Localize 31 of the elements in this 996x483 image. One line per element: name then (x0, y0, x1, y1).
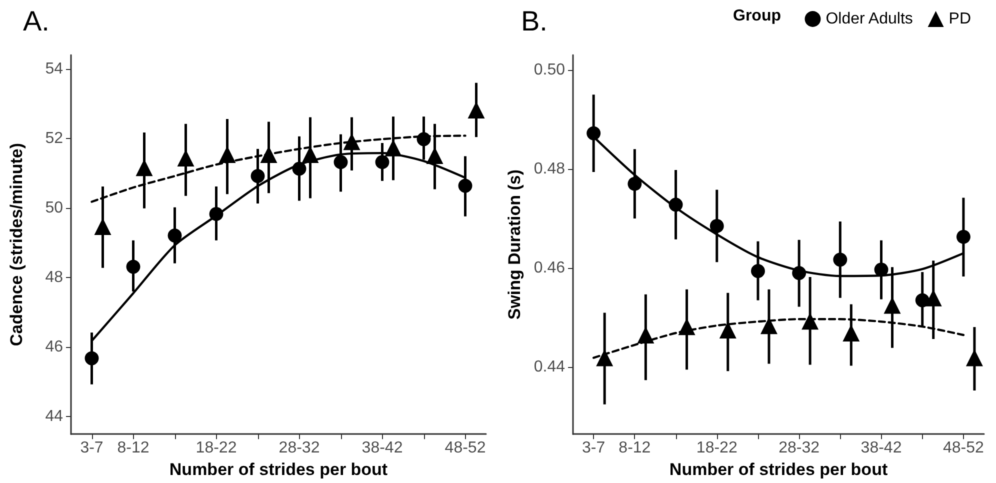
x-tick-label: 3-7 (582, 440, 606, 457)
y-tick-label: 0.44 (534, 358, 566, 376)
x-tick-label: 8-12 (117, 440, 150, 457)
y-tick-label: 0.50 (534, 61, 566, 78)
legend-title: Group (733, 8, 782, 24)
x-tick-label: 38-42 (860, 440, 902, 457)
x-tick-label: 48-52 (444, 440, 486, 457)
y-tick-label: 48 (45, 269, 64, 286)
x-tick-label: 28-32 (778, 440, 820, 457)
y-tick-label: 44 (45, 408, 64, 426)
x-axis-title: Number of strides per bout (169, 460, 388, 479)
chart-title: A. (23, 6, 50, 36)
legend-label: PD (948, 10, 972, 28)
y-tick-label: 0.48 (534, 160, 566, 178)
y-tick-label: 46 (45, 338, 64, 356)
x-tick-label: 18-22 (196, 440, 237, 457)
x-tick-label: 3-7 (80, 440, 104, 457)
legend-label: Older Adults (826, 10, 913, 28)
y-axis-title: Cadence (strides/minute) (7, 142, 26, 346)
y-tick-label: 52 (45, 130, 64, 147)
x-tick-label: 28-32 (278, 440, 320, 457)
y-tick-label: 0.46 (534, 260, 566, 277)
x-axis-title: Number of strides per bout (669, 460, 888, 479)
y-axis-title: Swing Duration (s) (505, 169, 524, 320)
y-tick-label: 54 (45, 60, 64, 78)
chart-title: B. (521, 6, 548, 36)
x-tick-label: 8-12 (618, 440, 651, 457)
y-tick-label: 50 (45, 200, 64, 217)
x-tick-label: 48-52 (942, 440, 984, 457)
x-tick-label: 38-42 (362, 440, 403, 457)
x-tick-label: 18-22 (696, 440, 738, 457)
